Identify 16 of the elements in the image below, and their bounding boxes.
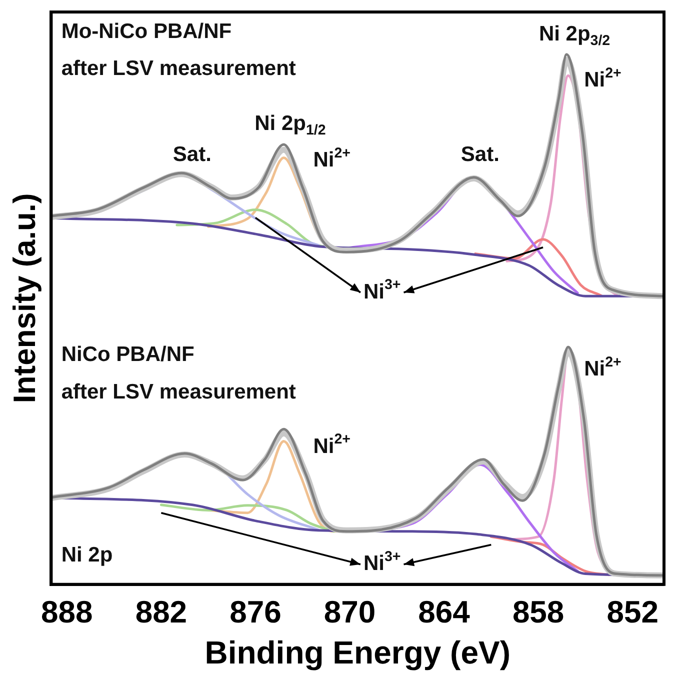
x-axis-title: Binding Energy (eV) [204,634,510,671]
x-tick-label: 882 [135,594,188,630]
x-tick-label: 858 [512,594,564,630]
x-tick-label: 870 [324,594,376,630]
x-tick-label: 888 [41,594,93,630]
x-tick-label: 864 [418,594,471,630]
annotation: Sat. [172,142,212,166]
y-axis-title: Intensity (a.u.) [7,193,42,404]
x-tick-label: 876 [230,594,282,630]
annotation: NiCo PBA/NF [61,343,194,366]
annotation: Ni 2p [61,544,113,567]
text: Mo-NiCo PBA/NF [61,20,232,43]
annotation: Sat. [460,142,500,166]
annotation: after LSV measurement [61,380,296,404]
annotation: after LSV measurement [61,57,296,80]
x-tick-label: 852 [606,594,658,630]
